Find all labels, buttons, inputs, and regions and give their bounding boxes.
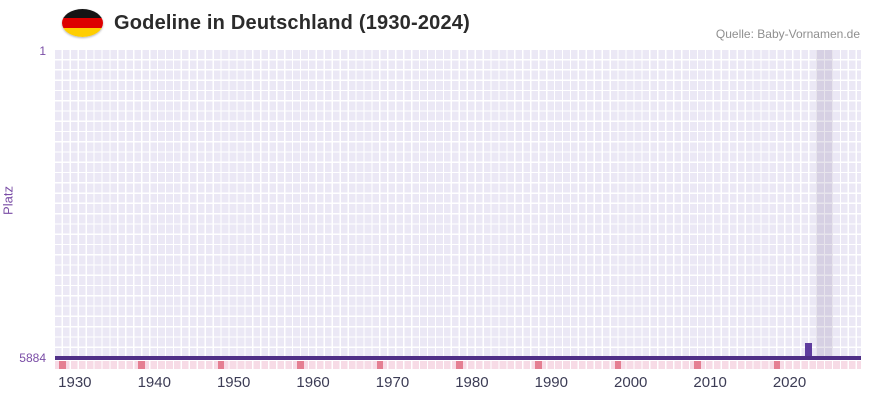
- y-tick-max: 1: [39, 44, 46, 58]
- axis-marker: [535, 361, 543, 369]
- axis-marker: [773, 361, 781, 369]
- x-tick-label: 2010: [693, 374, 727, 391]
- plot-area[interactable]: [55, 50, 861, 358]
- rank-bar: [805, 343, 813, 358]
- rank-baseline: [55, 356, 861, 360]
- axis-marker: [138, 361, 145, 369]
- y-axis-title: Platz: [0, 186, 16, 215]
- x-axis-labels: 1930 1940 1950 1960 1970 1980 1990 2000 2010 2020: [55, 374, 861, 396]
- x-tick-label: 1980: [455, 374, 489, 391]
- axis-marker: [456, 361, 463, 369]
- chart-title: Godeline in Deutschland (1930-2024): [114, 12, 470, 34]
- source-link[interactable]: Quelle: Baby-Vornamen.de: [715, 27, 860, 41]
- x-tick-label: 1990: [534, 374, 568, 391]
- x-tick-label: 1930: [58, 374, 92, 391]
- x-tick-label: 1960: [296, 374, 330, 391]
- german-flag-icon: [62, 9, 103, 37]
- x-tick-label: 2020: [772, 374, 807, 391]
- flag-stripe-black: [62, 9, 103, 19]
- x-tick-label: 2000: [614, 374, 648, 391]
- axis-marker: [217, 361, 225, 369]
- axis-marker: [694, 361, 701, 369]
- axis-marker: [58, 361, 66, 369]
- axis-marker: [614, 361, 622, 369]
- axis-marker-row: [55, 361, 861, 369]
- flag-stripe-gold: [62, 27, 103, 37]
- x-tick-label: 1940: [137, 374, 171, 391]
- axis-marker: [376, 361, 384, 369]
- x-tick-label: 1970: [375, 374, 410, 391]
- y-tick-min: 5884: [19, 351, 46, 365]
- axis-marker: [297, 361, 304, 369]
- flag-stripe-red: [62, 18, 103, 28]
- x-tick-label: 1950: [216, 374, 251, 391]
- future-highlight-band: [815, 50, 834, 358]
